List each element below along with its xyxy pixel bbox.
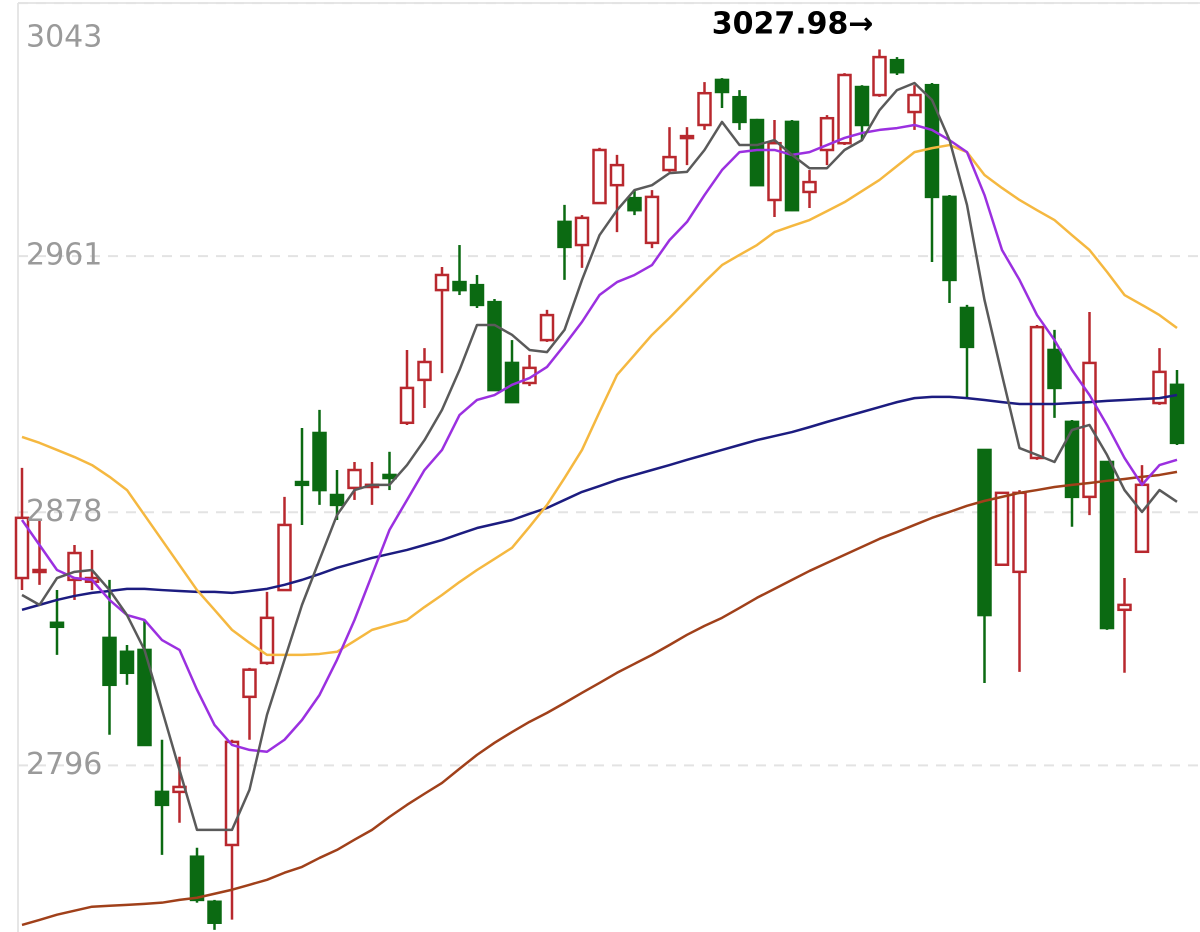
candle-body [592, 148, 607, 205]
candle-body [539, 313, 555, 342]
ma-line [21, 393, 1178, 612]
candle-body [102, 636, 117, 687]
candle-body [14, 516, 30, 580]
candle-body [1082, 361, 1097, 499]
candle-body [277, 523, 292, 592]
y-tick-label: 2878 [26, 494, 102, 529]
candle-body [679, 134, 695, 140]
candle-body [627, 196, 642, 212]
candle-body [994, 491, 1010, 567]
candle-body [49, 621, 65, 629]
y-tick-label: 3043 [26, 20, 102, 55]
y-tick-label: 2796 [26, 747, 102, 782]
ma-line [21, 143, 1178, 657]
candle-body [1064, 420, 1080, 499]
candle-body [1152, 370, 1167, 405]
ma-line [21, 470, 1178, 927]
candle-body [207, 900, 222, 924]
candle-body [872, 55, 887, 97]
candle-body [732, 95, 747, 124]
candle-body [399, 386, 415, 425]
candle-body [784, 120, 800, 212]
candle-body [1117, 603, 1132, 612]
candle-body [452, 280, 467, 292]
candle-body [312, 431, 327, 492]
candle-body [977, 448, 992, 617]
candle-body [1047, 348, 1062, 390]
candle-body [434, 273, 450, 292]
candle-body [294, 480, 310, 487]
candles [14, 49, 1185, 930]
candle-body [1029, 325, 1045, 460]
candle-body [697, 91, 712, 127]
candle-body [924, 83, 940, 199]
candle-body [1012, 491, 1027, 574]
candle-body [714, 78, 730, 94]
candle-body [767, 141, 782, 202]
candle-body [417, 360, 432, 382]
candle-body [329, 493, 345, 507]
candle-body [189, 855, 205, 902]
candle-body [749, 118, 765, 187]
candle-body [154, 790, 170, 807]
candle-body [662, 155, 677, 172]
candle-body [942, 195, 957, 282]
candle-body [224, 740, 240, 847]
y-tick-label: 2961 [26, 238, 102, 273]
candle-body [1099, 460, 1115, 630]
candle-body [469, 283, 485, 307]
candle-body [644, 195, 660, 245]
candle-body [557, 220, 572, 249]
candle-body [1134, 483, 1150, 554]
max-annotation: 3027.98→ [712, 7, 874, 42]
candle-body [819, 116, 835, 152]
ma-line [21, 81, 1178, 832]
candle-body [259, 616, 275, 665]
candle-body [609, 163, 625, 187]
candle-body [837, 73, 852, 145]
candle-body [854, 85, 870, 127]
candle-body [32, 568, 47, 574]
candle-body [382, 473, 397, 480]
candle-body [487, 300, 502, 392]
candle-body [242, 668, 257, 699]
candle-body [1169, 383, 1185, 445]
candle-body [574, 216, 590, 247]
candle-body [802, 180, 817, 194]
candle-body [889, 58, 905, 74]
candle-body [347, 468, 362, 490]
candle-body [119, 650, 135, 675]
ma-line [20, 123, 1178, 754]
candle-body [907, 93, 922, 114]
candle-body [959, 306, 975, 349]
